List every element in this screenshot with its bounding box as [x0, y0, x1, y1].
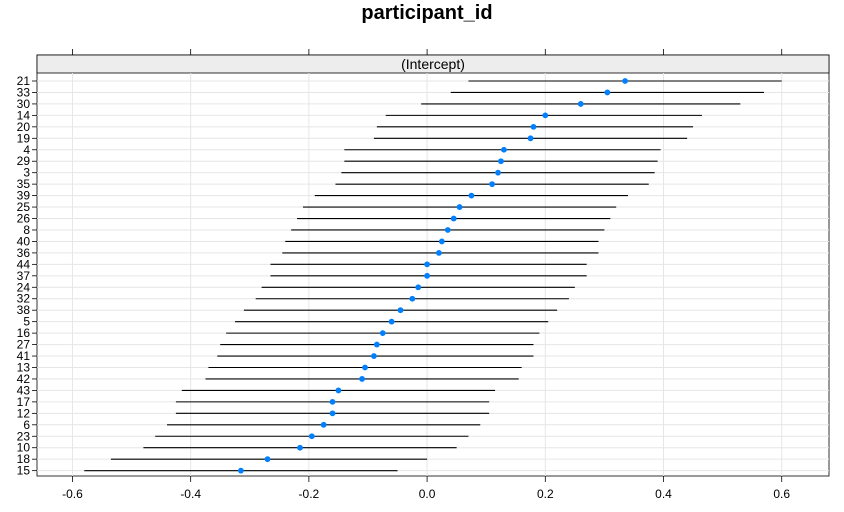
estimate-point-8 — [444, 227, 451, 233]
y-category-label-12: 12 — [17, 406, 31, 420]
panel-strip-label: (Intercept) — [401, 56, 465, 72]
panel-frame — [36, 54, 830, 477]
estimate-point-13 — [362, 364, 368, 371]
x-tick-label: 0.4 — [655, 487, 672, 501]
y-category-label-6: 6 — [23, 418, 30, 432]
estimate-point-26 — [450, 215, 457, 222]
estimate-point-12 — [329, 410, 336, 417]
y-category-label-37: 37 — [17, 269, 31, 283]
estimate-point-10 — [297, 444, 303, 451]
estimate-point-4 — [501, 146, 507, 153]
estimate-point-39 — [468, 192, 475, 199]
y-category-label-36: 36 — [17, 246, 31, 260]
y-category-label-8: 8 — [23, 223, 30, 237]
x-axis: -0.6 -0.4 -0.2 0.0 0.2 0.4 0.6 — [62, 49, 790, 501]
y-category-label-19: 19 — [17, 131, 31, 145]
y-category-label-30: 30 — [17, 97, 31, 111]
estimate-point-41 — [370, 353, 377, 359]
y-category-label-14: 14 — [17, 108, 31, 122]
estimate-point-27 — [373, 341, 380, 348]
y-category-label-10: 10 — [17, 441, 31, 455]
y-category-label-27: 27 — [17, 338, 31, 352]
y-category-label-4: 4 — [23, 143, 30, 157]
y-category-label-32: 32 — [17, 292, 31, 306]
y-category-label-33: 33 — [17, 85, 31, 99]
estimate-point-14 — [542, 112, 549, 119]
y-category-label-42: 42 — [17, 372, 31, 386]
estimate-point-37 — [424, 272, 430, 279]
estimate-points — [238, 78, 628, 474]
estimate-point-3 — [495, 169, 501, 176]
estimate-point-25 — [456, 204, 463, 210]
estimate-point-44 — [424, 261, 430, 268]
chart-title: participant_id — [361, 2, 492, 24]
estimate-point-35 — [489, 181, 496, 188]
y-category-label-24: 24 — [17, 280, 31, 294]
estimate-point-16 — [379, 330, 386, 337]
estimate-point-15 — [238, 467, 244, 474]
y-category-label-20: 20 — [17, 120, 31, 134]
y-category-label-25: 25 — [17, 200, 31, 214]
y-category-label-15: 15 — [17, 464, 31, 478]
y-category-label-38: 38 — [17, 303, 31, 317]
y-category-label-23: 23 — [17, 429, 31, 443]
x-tick-label: 0.0 — [419, 487, 436, 501]
estimate-point-42 — [359, 376, 365, 382]
estimate-point-36 — [436, 250, 442, 256]
estimate-point-23 — [308, 433, 315, 440]
x-tick-label: -0.6 — [62, 487, 83, 501]
estimate-point-33 — [604, 89, 611, 96]
panel-strip — [36, 54, 830, 74]
estimate-point-38 — [397, 307, 404, 314]
y-category-label-40: 40 — [17, 234, 31, 248]
y-category-label-18: 18 — [17, 452, 31, 466]
x-tick-label: -0.2 — [299, 487, 320, 501]
estimate-point-43 — [335, 387, 342, 394]
y-category-label-3: 3 — [23, 166, 30, 180]
estimate-point-21 — [622, 78, 628, 84]
estimate-point-20 — [530, 123, 537, 130]
estimate-point-29 — [498, 158, 504, 165]
y-category-label-26: 26 — [17, 212, 31, 226]
y-category-label-41: 41 — [17, 349, 31, 363]
estimate-point-17 — [329, 398, 336, 405]
estimate-point-18 — [264, 456, 271, 463]
y-category-labels: 2133301420194293353925268403644372432385… — [17, 74, 37, 478]
estimate-point-5 — [388, 318, 395, 325]
y-category-label-29: 29 — [17, 154, 31, 168]
estimate-point-40 — [438, 238, 445, 245]
y-category-label-16: 16 — [17, 326, 31, 340]
estimate-point-19 — [527, 135, 534, 142]
estimate-point-6 — [320, 421, 327, 428]
y-category-label-17: 17 — [17, 395, 31, 409]
y-category-label-13: 13 — [17, 361, 31, 375]
x-tick-label: 0.6 — [773, 487, 790, 501]
y-category-label-39: 39 — [17, 189, 31, 203]
y-category-label-5: 5 — [23, 315, 30, 329]
x-tick-label: 0.2 — [537, 487, 554, 501]
estimate-point-24 — [415, 284, 422, 291]
y-category-label-21: 21 — [17, 74, 31, 88]
y-category-label-35: 35 — [17, 177, 31, 191]
y-category-label-43: 43 — [17, 383, 31, 397]
estimate-point-32 — [409, 295, 416, 302]
x-tick-label: -0.4 — [180, 487, 201, 501]
y-category-label-44: 44 — [17, 257, 31, 271]
estimate-point-30 — [577, 101, 584, 107]
